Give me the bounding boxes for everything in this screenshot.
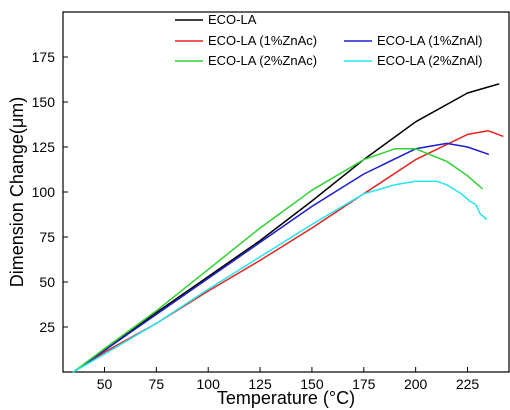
y-tick-label: 175 [32,49,56,65]
legend-label-3: ECO-LA (1%ZnAl) [377,33,482,48]
x-tick-label: 200 [404,376,428,392]
x-tick-label: 150 [300,376,324,392]
y-tick-label: 75 [39,229,55,245]
y-tick-label: 150 [32,94,56,110]
legend-label-5: ECO-LA (2%ZnAl) [377,53,482,68]
y-tick-label: 100 [32,184,56,200]
x-axis-label: Temperature (°C) [217,388,355,408]
x-axis-ticks: 50 75 100 125 150 175 200 225 [97,367,480,392]
series-line-1 [72,83,500,373]
series-layer [72,83,504,373]
legend-label-4: ECO-LA (2%ZnAc) [208,53,317,68]
x-tick-label: 75 [149,376,165,392]
series-line-4 [72,148,483,373]
legend-label-2: ECO-LA (1%ZnAc) [208,33,317,48]
x-tick-label: 50 [97,376,113,392]
legend-label-1: ECO-LA [208,12,257,27]
y-tick-label: 125 [32,139,56,155]
y-axis-ticks: 25 50 75 100 125 150 175 [32,49,68,335]
x-tick-label: 100 [197,376,221,392]
legend: ECO-LA ECO-LA (1%ZnAc) ECO-LA (1%ZnAl) ECO-… [175,12,482,68]
x-tick-label: 225 [456,376,480,392]
series-line-5 [72,180,487,373]
y-axis-label: Dimension Change(μm) [7,97,27,287]
series-line-2 [72,130,504,373]
x-tick-label: 125 [248,376,272,392]
y-tick-label: 25 [39,319,55,335]
y-tick-label: 50 [39,274,55,290]
series-line-3 [72,142,490,373]
plot-area: 50 75 100 125 150 175 200 225 25 50 75 100 125 150 17… [32,11,510,392]
x-tick-label: 175 [352,376,376,392]
